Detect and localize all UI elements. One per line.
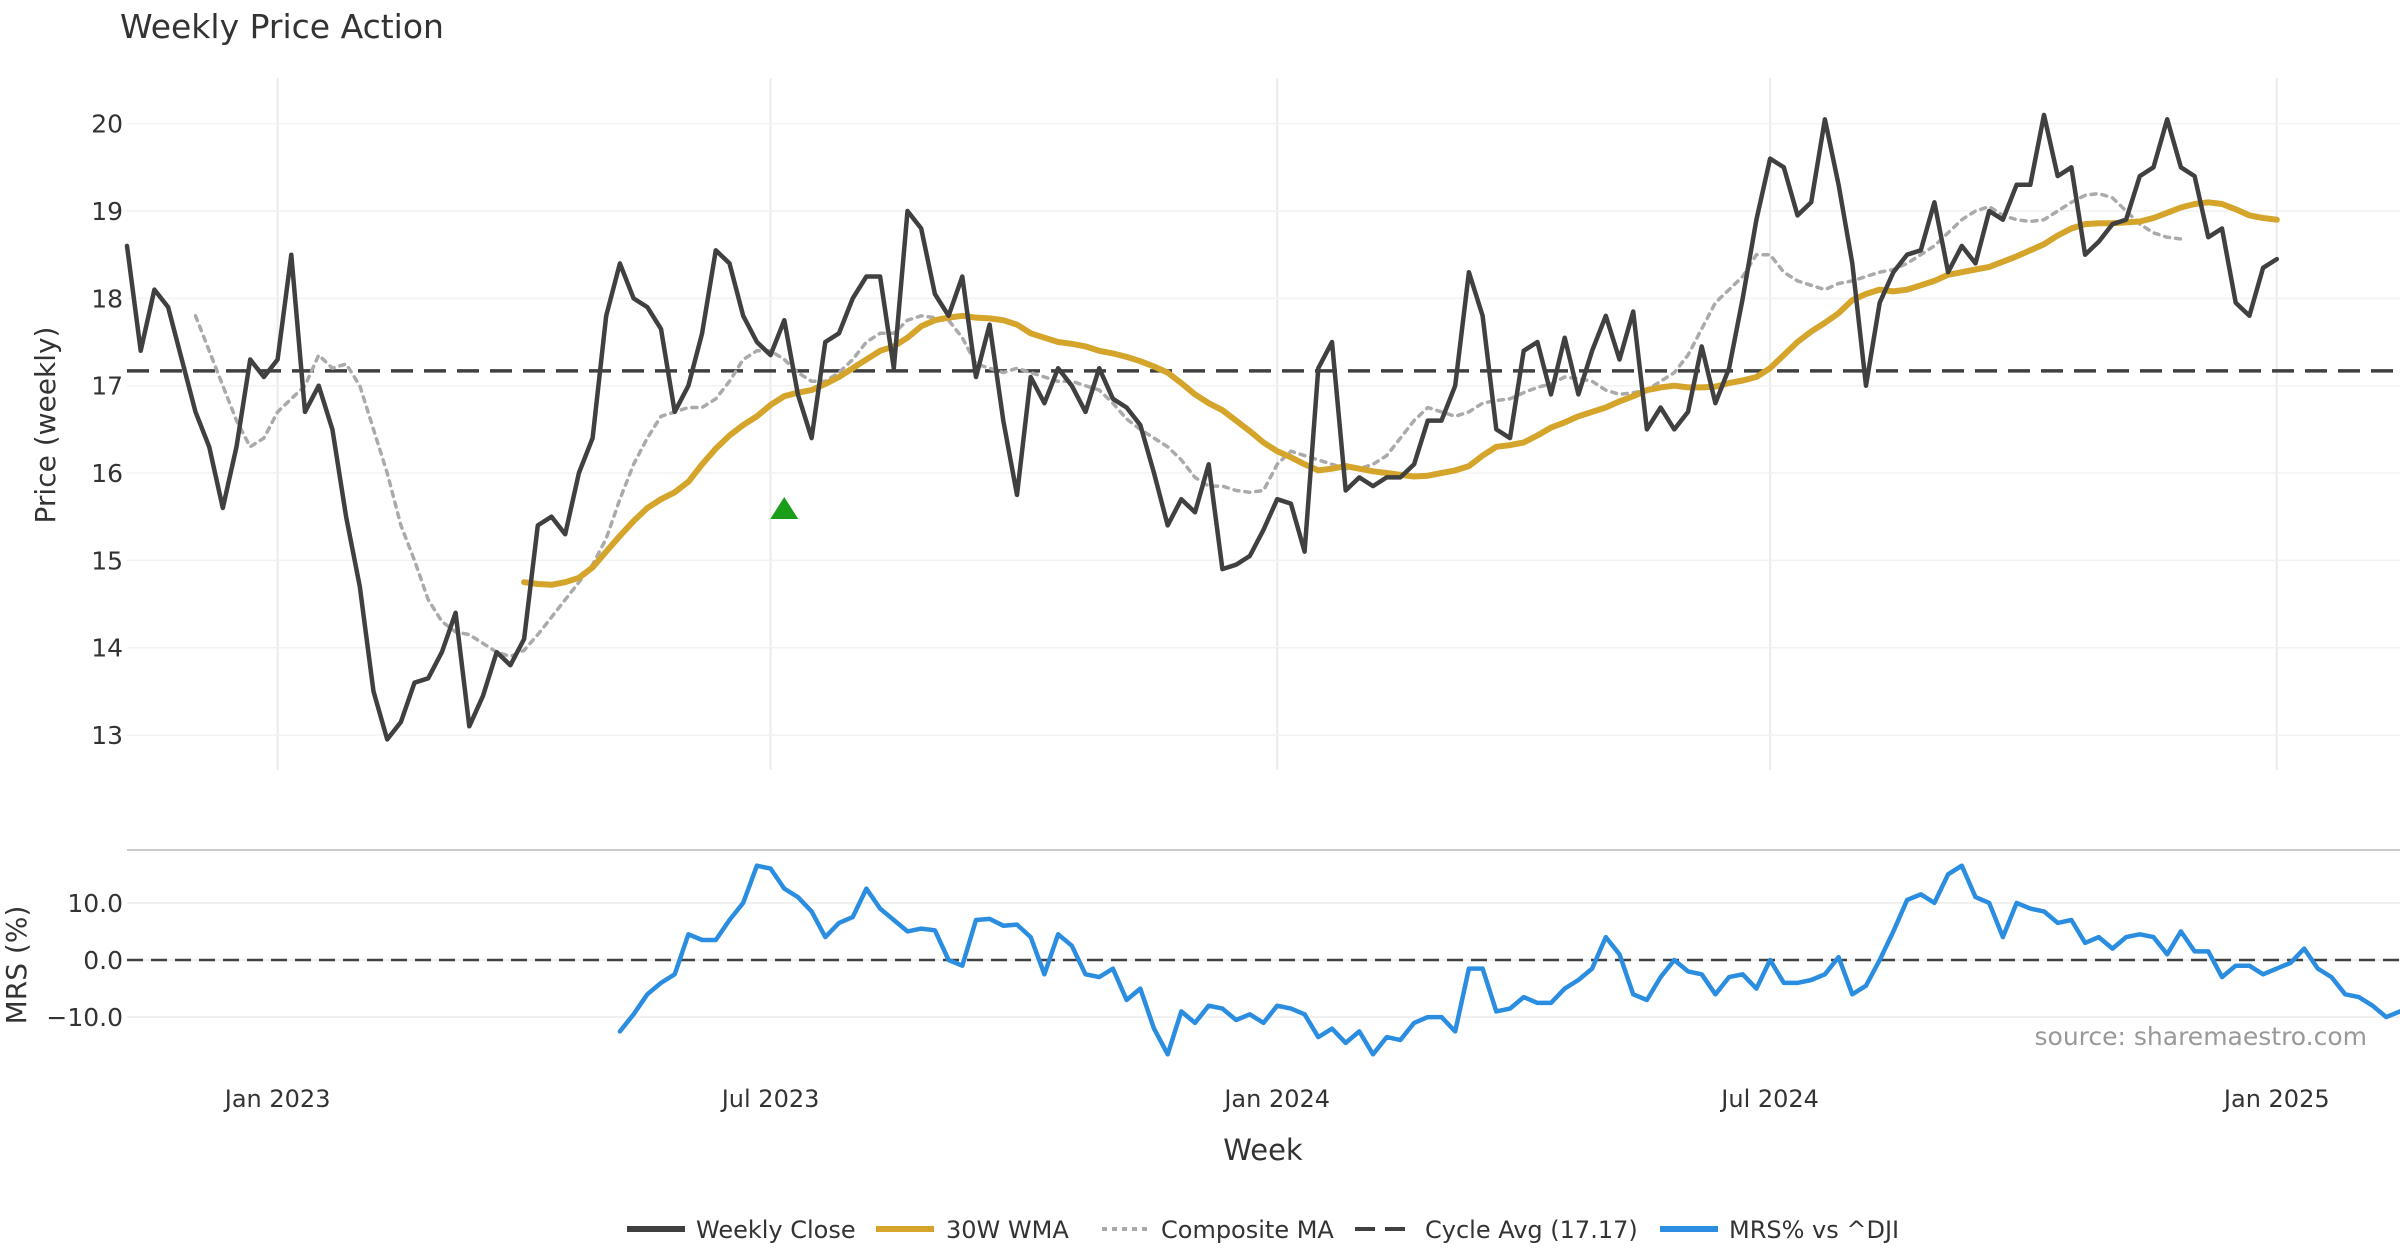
x-tick-label: Jul 2023 [720, 1085, 820, 1113]
mrs-y-tick-label: 10.0 [67, 889, 123, 918]
mrs-y-axis: 10.0 0.0 −10.0 [46, 889, 123, 1032]
price-y-tick-label: 19 [91, 197, 123, 226]
price-y-tick-label: 13 [91, 721, 123, 750]
mrs-y-axis-label: MRS (%) [0, 906, 33, 1025]
x-tick-label: Jan 2024 [1222, 1085, 1330, 1113]
legend-label: Cycle Avg (17.17) [1425, 1216, 1638, 1244]
price-y-axis: 13 14 15 16 17 18 19 20 [91, 110, 123, 750]
weekly-close-line [124, 112, 2280, 742]
source-note: source: sharemaestro.com [2035, 1022, 2368, 1051]
mrs-line [617, 863, 2400, 1057]
price-y-tick-label: 16 [91, 459, 123, 488]
price-y-tick-label: 15 [91, 546, 123, 575]
price-y-tick-label: 17 [91, 372, 123, 401]
mrs-series-group [127, 863, 2400, 1057]
x-tick-label: Jan 2023 [223, 1085, 331, 1113]
legend-label: Weekly Close [696, 1216, 856, 1244]
legend: Weekly Close 30W WMA Composite MA Cycle Avg… [627, 1216, 1899, 1244]
x-axis-label: Week [1223, 1133, 1303, 1167]
legend-label: 30W WMA [946, 1216, 1069, 1244]
price-y-tick-label: 14 [91, 634, 123, 663]
x-tick-label: Jul 2024 [1719, 1085, 1819, 1113]
legend-label: Composite MA [1161, 1216, 1334, 1244]
price-grid [127, 78, 2400, 770]
buy-signal-marker [770, 496, 799, 519]
price-y-tick-label: 18 [91, 284, 123, 313]
x-tick-label: Jan 2025 [2222, 1085, 2330, 1113]
price-y-tick-label: 20 [91, 110, 123, 139]
composite-ma-line [193, 191, 2183, 659]
mrs-y-tick-label: 0.0 [83, 946, 123, 975]
x-axis: Jan 2023 Jul 2023 Jan 2024 Jul 2024 Jan 2025… [223, 1085, 2330, 1113]
wma-30w-line [521, 199, 2280, 588]
price-y-axis-label: Price (weekly) [29, 327, 62, 524]
chart-title: Weekly Price Action [120, 7, 444, 46]
legend-label: MRS% vs ^DJI [1729, 1216, 1899, 1244]
price-series-group [124, 112, 2400, 742]
mrs-y-tick-label: −10.0 [46, 1003, 123, 1032]
